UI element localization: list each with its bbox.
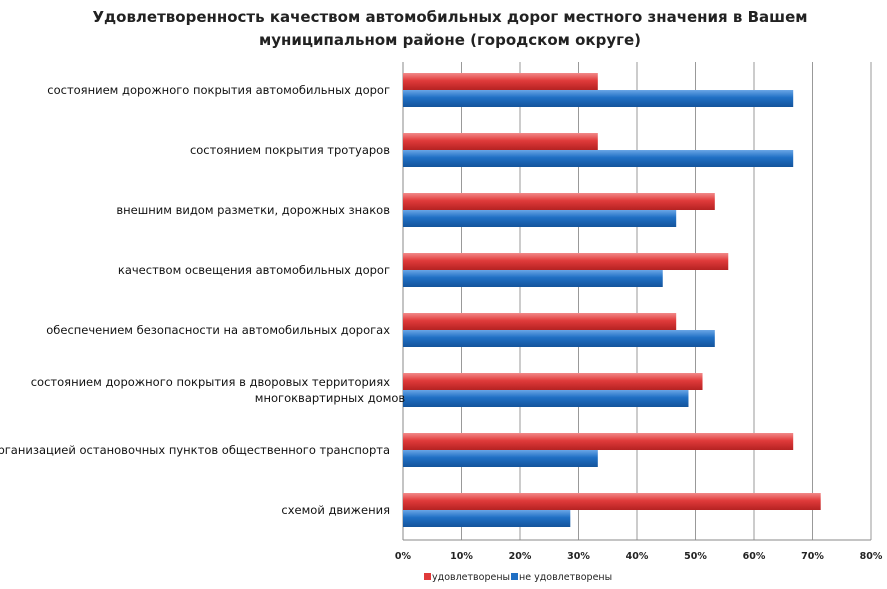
category-label: организацией остановочных пунктов общест… [0,443,390,457]
bar-not-satisfied [403,450,598,467]
legend-marker-1 [511,573,518,580]
bar-satisfied [403,493,821,510]
tick-label: 70% [801,551,824,562]
bar-satisfied [403,253,729,270]
bar-not-satisfied [403,510,571,527]
category-label: обеспечением безопасности на автомобильн… [46,323,390,337]
tick-label: 40% [626,551,649,562]
bar-satisfied [403,313,677,330]
tick-label: 50% [684,551,707,562]
tick-label: 30% [567,551,590,562]
bar-not-satisfied [403,90,794,107]
category-label: состоянием покрытия тротуаров [190,143,390,157]
chart-title: Удовлетворенность качеством автомобильны… [92,8,808,49]
category-label: качеством освещения автомобильных дорог [118,263,390,277]
legend-label: удовлетворены [432,572,510,583]
tick-label: 80% [860,551,883,562]
legend-marker-0 [424,573,431,580]
legend-label: не удовлетворены [519,572,612,583]
bar-satisfied [403,133,598,150]
bar-satisfied [403,433,794,450]
bar-not-satisfied [403,210,677,227]
category-label: состоянием дорожного покрытия автомобиль… [47,83,390,97]
bar-satisfied [403,73,598,90]
tick-label: 60% [743,551,766,562]
bar-not-satisfied [403,390,689,407]
bar-satisfied [403,193,715,210]
bar-satisfied [403,373,703,390]
tick-label: 0% [395,551,412,562]
bar-not-satisfied [403,330,715,347]
category-label: состоянием дорожного покрытия в дворовых… [31,375,390,389]
category-label: внешним видом разметки, дорожных знаков [116,203,390,217]
tick-label: 20% [509,551,532,562]
bar-not-satisfied [403,270,663,287]
category-label: схемой движения [281,503,390,517]
bar-not-satisfied [403,150,794,167]
category-label: многоквартирных домов [255,391,406,405]
tick-label: 10% [450,551,473,562]
